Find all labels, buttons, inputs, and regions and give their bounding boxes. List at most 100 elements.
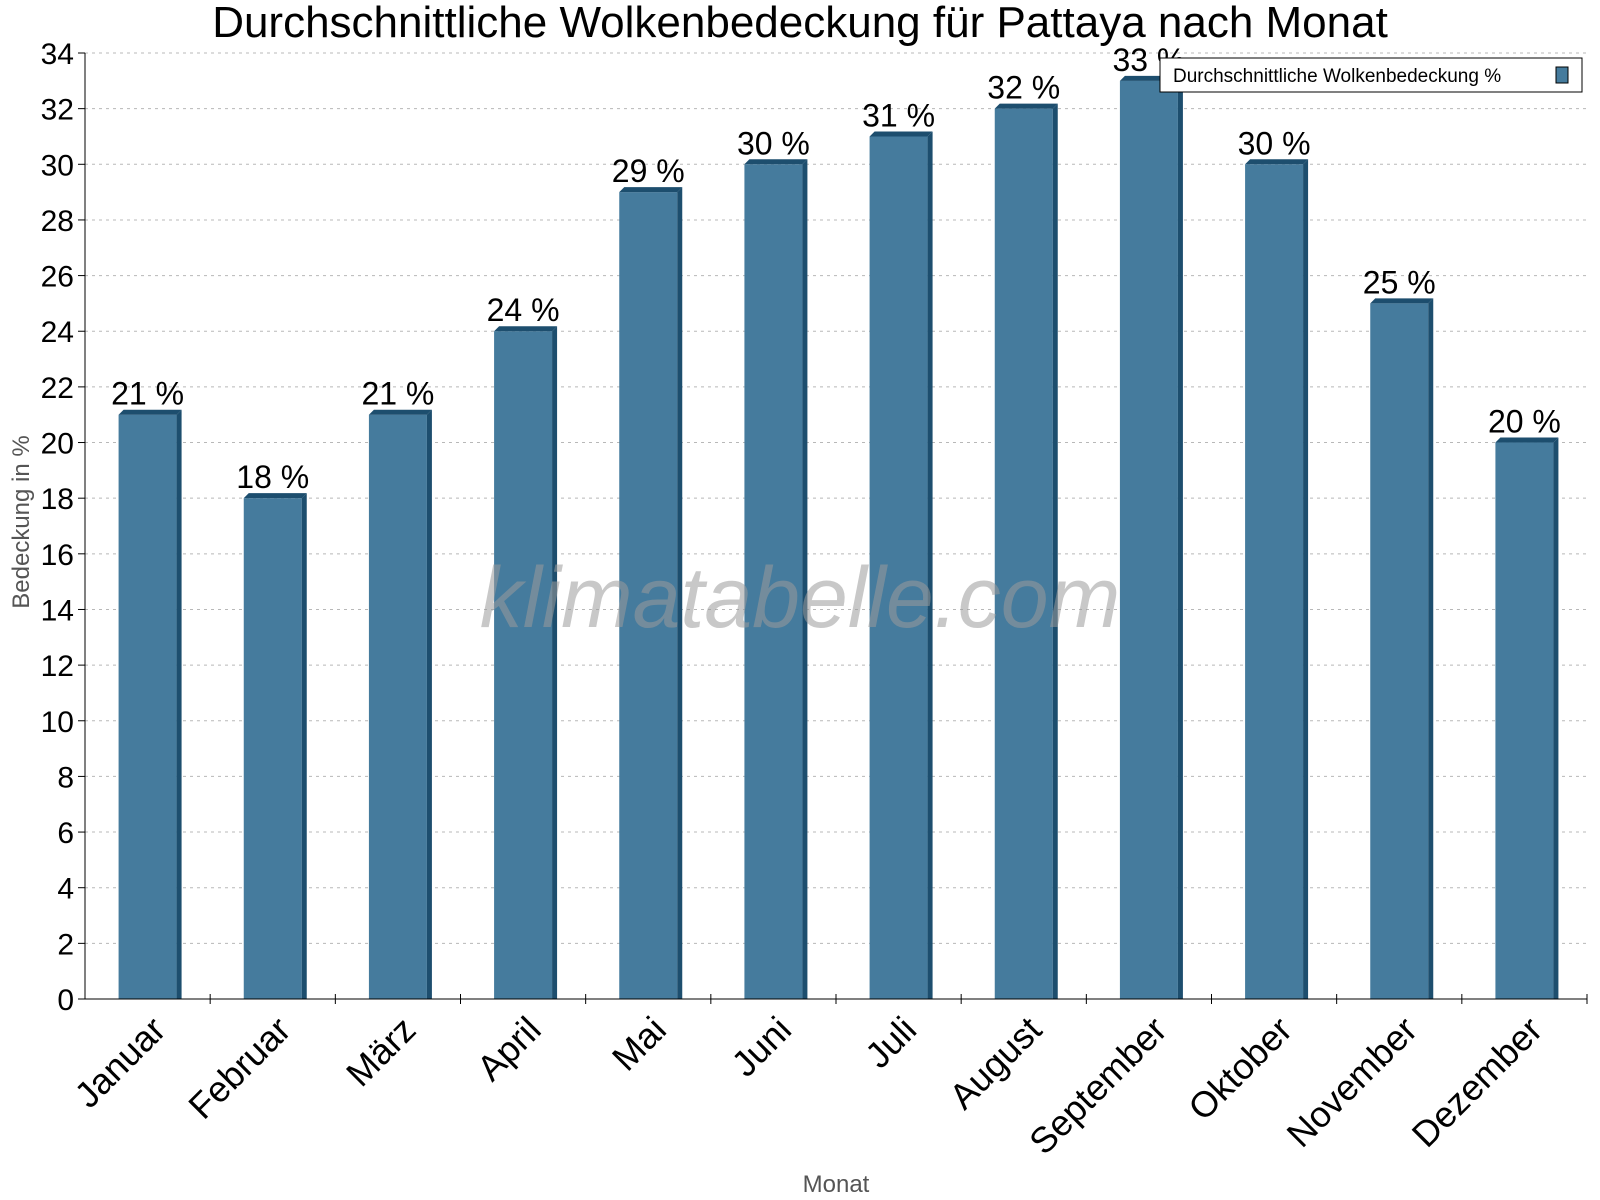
data-label: 24 % <box>487 292 560 328</box>
data-label: 20 % <box>1488 404 1561 440</box>
legend-swatch <box>1555 66 1569 84</box>
bar <box>1370 298 1434 1000</box>
bar-front <box>368 414 427 999</box>
y-tick-label: 12 <box>41 650 74 683</box>
watermark-text: klimatabelle.com <box>480 550 1120 646</box>
axes <box>84 53 1587 1000</box>
bar-side <box>1303 159 1309 999</box>
bar-top <box>744 159 808 165</box>
chart-title: Durchschnittliche Wolkenbedeckung für Pa… <box>212 0 1388 47</box>
bar-side <box>1553 437 1559 999</box>
x-tick-label: Dezember <box>1404 1009 1550 1155</box>
bar-front <box>619 192 678 999</box>
bar <box>1245 159 1309 999</box>
bar-side <box>426 409 432 999</box>
bar-side <box>301 493 307 999</box>
y-tick-label: 22 <box>41 372 74 405</box>
bar-top <box>494 326 558 332</box>
data-label: 32 % <box>987 70 1060 106</box>
y-tick-label: 10 <box>41 706 74 739</box>
y-tick-label: 4 <box>57 873 74 906</box>
bar <box>118 409 182 999</box>
legend: Durchschnittliche Wolkenbedeckung % <box>1159 57 1583 93</box>
legend-label: Durchschnittliche Wolkenbedeckung % <box>1173 66 1501 87</box>
x-tick-label: April <box>469 1009 549 1089</box>
bar-top <box>243 493 307 499</box>
y-tick-label: 24 <box>41 316 74 349</box>
grid <box>85 52 1587 944</box>
bar <box>744 159 808 999</box>
bar-top <box>368 409 432 415</box>
bar-top <box>1495 437 1559 443</box>
bar-top <box>619 187 683 193</box>
data-labels: 21 %18 %21 %24 %29 %30 %31 %32 %33 %30 %… <box>111 42 1561 495</box>
y-tick-label: 32 <box>41 94 74 127</box>
bar <box>243 493 307 999</box>
bar-front <box>1495 442 1554 999</box>
bar-top <box>118 409 182 415</box>
y-tick-label: 14 <box>41 594 74 627</box>
bar-front <box>118 414 177 999</box>
x-tick-label: Januar <box>66 1009 173 1116</box>
bar-side <box>1052 103 1058 1000</box>
bars <box>118 75 1559 1000</box>
y-axis-title: Bedeckung in % <box>8 435 35 608</box>
x-ticks: Januar Februar März April Mai Juni Juli AugustS… <box>66 994 1588 1163</box>
data-label: 30 % <box>737 125 810 161</box>
y-tick-label: 20 <box>41 428 74 461</box>
bar-side <box>1428 298 1434 1000</box>
y-tick-label: 2 <box>57 928 74 961</box>
bar-top <box>994 103 1058 109</box>
bar <box>494 326 558 999</box>
bar-front <box>994 108 1053 1000</box>
bar <box>994 103 1058 1000</box>
data-label: 30 % <box>1238 125 1311 161</box>
data-label: 21 % <box>361 376 434 412</box>
bar <box>619 187 683 999</box>
legend-box <box>1159 57 1583 93</box>
data-label: 29 % <box>612 153 685 189</box>
bar-top <box>1245 159 1309 165</box>
y-tick-label: 6 <box>57 817 74 850</box>
bar <box>869 131 933 999</box>
y-tick-label: 34 <box>41 38 74 71</box>
data-label: 31 % <box>862 97 935 133</box>
x-tick-label: März <box>338 1009 424 1095</box>
bar-side <box>802 159 808 999</box>
bar-side <box>552 326 558 999</box>
bar-front <box>494 331 553 999</box>
x-tick-label: Juni <box>723 1009 799 1085</box>
data-label: 25 % <box>1363 264 1436 300</box>
bar-top <box>1370 298 1434 304</box>
data-label: 18 % <box>236 459 309 495</box>
bar-side <box>176 409 182 999</box>
bar-side <box>927 131 933 999</box>
x-tick-label: September <box>1021 1009 1175 1163</box>
x-tick-label: Mai <box>604 1009 674 1079</box>
y-tick-label: 8 <box>57 761 74 794</box>
bar <box>1119 75 1183 999</box>
x-tick-label: Oktober <box>1180 1009 1300 1129</box>
bar-front <box>243 498 302 999</box>
bar-front <box>869 136 928 999</box>
data-label: 21 % <box>111 376 184 412</box>
x-tick-label: Februar <box>180 1009 298 1127</box>
bar-front <box>1245 164 1304 999</box>
bar-side <box>677 187 683 999</box>
y-tick-label: 28 <box>41 205 74 238</box>
x-tick-label: August <box>941 1009 1049 1117</box>
y-tick-label: 26 <box>41 261 74 294</box>
bar-side <box>1177 75 1183 999</box>
x-axis-title: Monat <box>803 1171 870 1198</box>
bar-top <box>869 131 933 137</box>
y-tick-label: 18 <box>41 483 74 516</box>
bar-front <box>1119 80 1178 999</box>
x-tick-label: November <box>1278 1009 1424 1155</box>
y-tick-label: 0 <box>57 984 74 1017</box>
bar <box>368 409 432 999</box>
y-tick-label: 16 <box>41 539 74 572</box>
bar-front <box>1370 303 1429 1000</box>
y-tick-label: 30 <box>41 149 74 182</box>
